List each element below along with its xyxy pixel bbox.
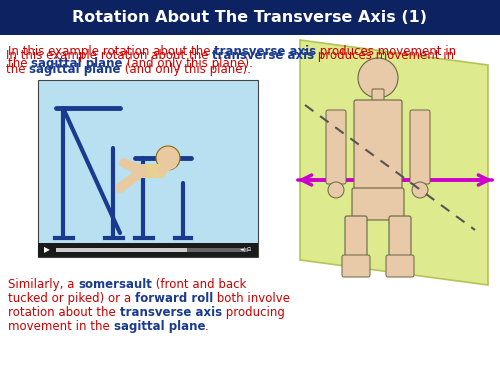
FancyBboxPatch shape: [386, 255, 414, 277]
Text: transverse axis: transverse axis: [120, 306, 222, 319]
FancyBboxPatch shape: [38, 80, 258, 257]
FancyBboxPatch shape: [372, 89, 384, 103]
Text: ▶: ▶: [44, 246, 50, 255]
Text: the: the: [6, 63, 29, 76]
Text: rotation about the: rotation about the: [8, 306, 119, 319]
FancyBboxPatch shape: [389, 216, 411, 259]
FancyBboxPatch shape: [56, 248, 248, 252]
FancyBboxPatch shape: [38, 243, 258, 257]
FancyBboxPatch shape: [410, 110, 430, 184]
Circle shape: [358, 58, 398, 98]
FancyBboxPatch shape: [0, 0, 500, 35]
Text: (front and back: (front and back: [152, 278, 246, 291]
Text: produces movement in: produces movement in: [316, 45, 456, 58]
Text: somersault: somersault: [78, 278, 152, 291]
Text: In this example rotation about the: In this example rotation about the: [6, 49, 212, 62]
Polygon shape: [300, 40, 488, 285]
Text: movement in the: movement in the: [8, 320, 114, 333]
Text: Similarly, a: Similarly, a: [8, 278, 78, 291]
Text: produces movement in: produces movement in: [314, 49, 454, 62]
Text: ◄) ⊟: ◄) ⊟: [240, 248, 252, 252]
Text: tucked or piked) or a: tucked or piked) or a: [8, 292, 135, 305]
Circle shape: [328, 182, 344, 198]
Text: producing: producing: [222, 306, 284, 319]
Text: In this example rotation about the: In this example rotation about the: [8, 45, 214, 58]
Text: both involve: both involve: [213, 292, 290, 305]
Text: transverse axis: transverse axis: [212, 49, 314, 62]
Text: sagittal plane: sagittal plane: [29, 63, 121, 76]
FancyBboxPatch shape: [354, 100, 402, 192]
Text: (and only this plane).: (and only this plane).: [123, 57, 252, 70]
Circle shape: [156, 146, 180, 170]
Text: Rotation About The Transverse Axis (1): Rotation About The Transverse Axis (1): [72, 10, 428, 26]
FancyBboxPatch shape: [345, 216, 367, 259]
Text: the: the: [8, 57, 31, 70]
Text: (and only this plane).: (and only this plane).: [121, 63, 250, 76]
Text: .: .: [205, 320, 209, 333]
FancyBboxPatch shape: [56, 248, 186, 252]
FancyBboxPatch shape: [342, 255, 370, 277]
Text: forward roll: forward roll: [135, 292, 213, 305]
Text: transverse axis: transverse axis: [214, 45, 316, 58]
Text: sagittal plane: sagittal plane: [31, 57, 123, 70]
Circle shape: [412, 182, 428, 198]
FancyBboxPatch shape: [326, 110, 346, 184]
FancyBboxPatch shape: [352, 188, 404, 220]
Text: sagittal plane: sagittal plane: [114, 320, 205, 333]
